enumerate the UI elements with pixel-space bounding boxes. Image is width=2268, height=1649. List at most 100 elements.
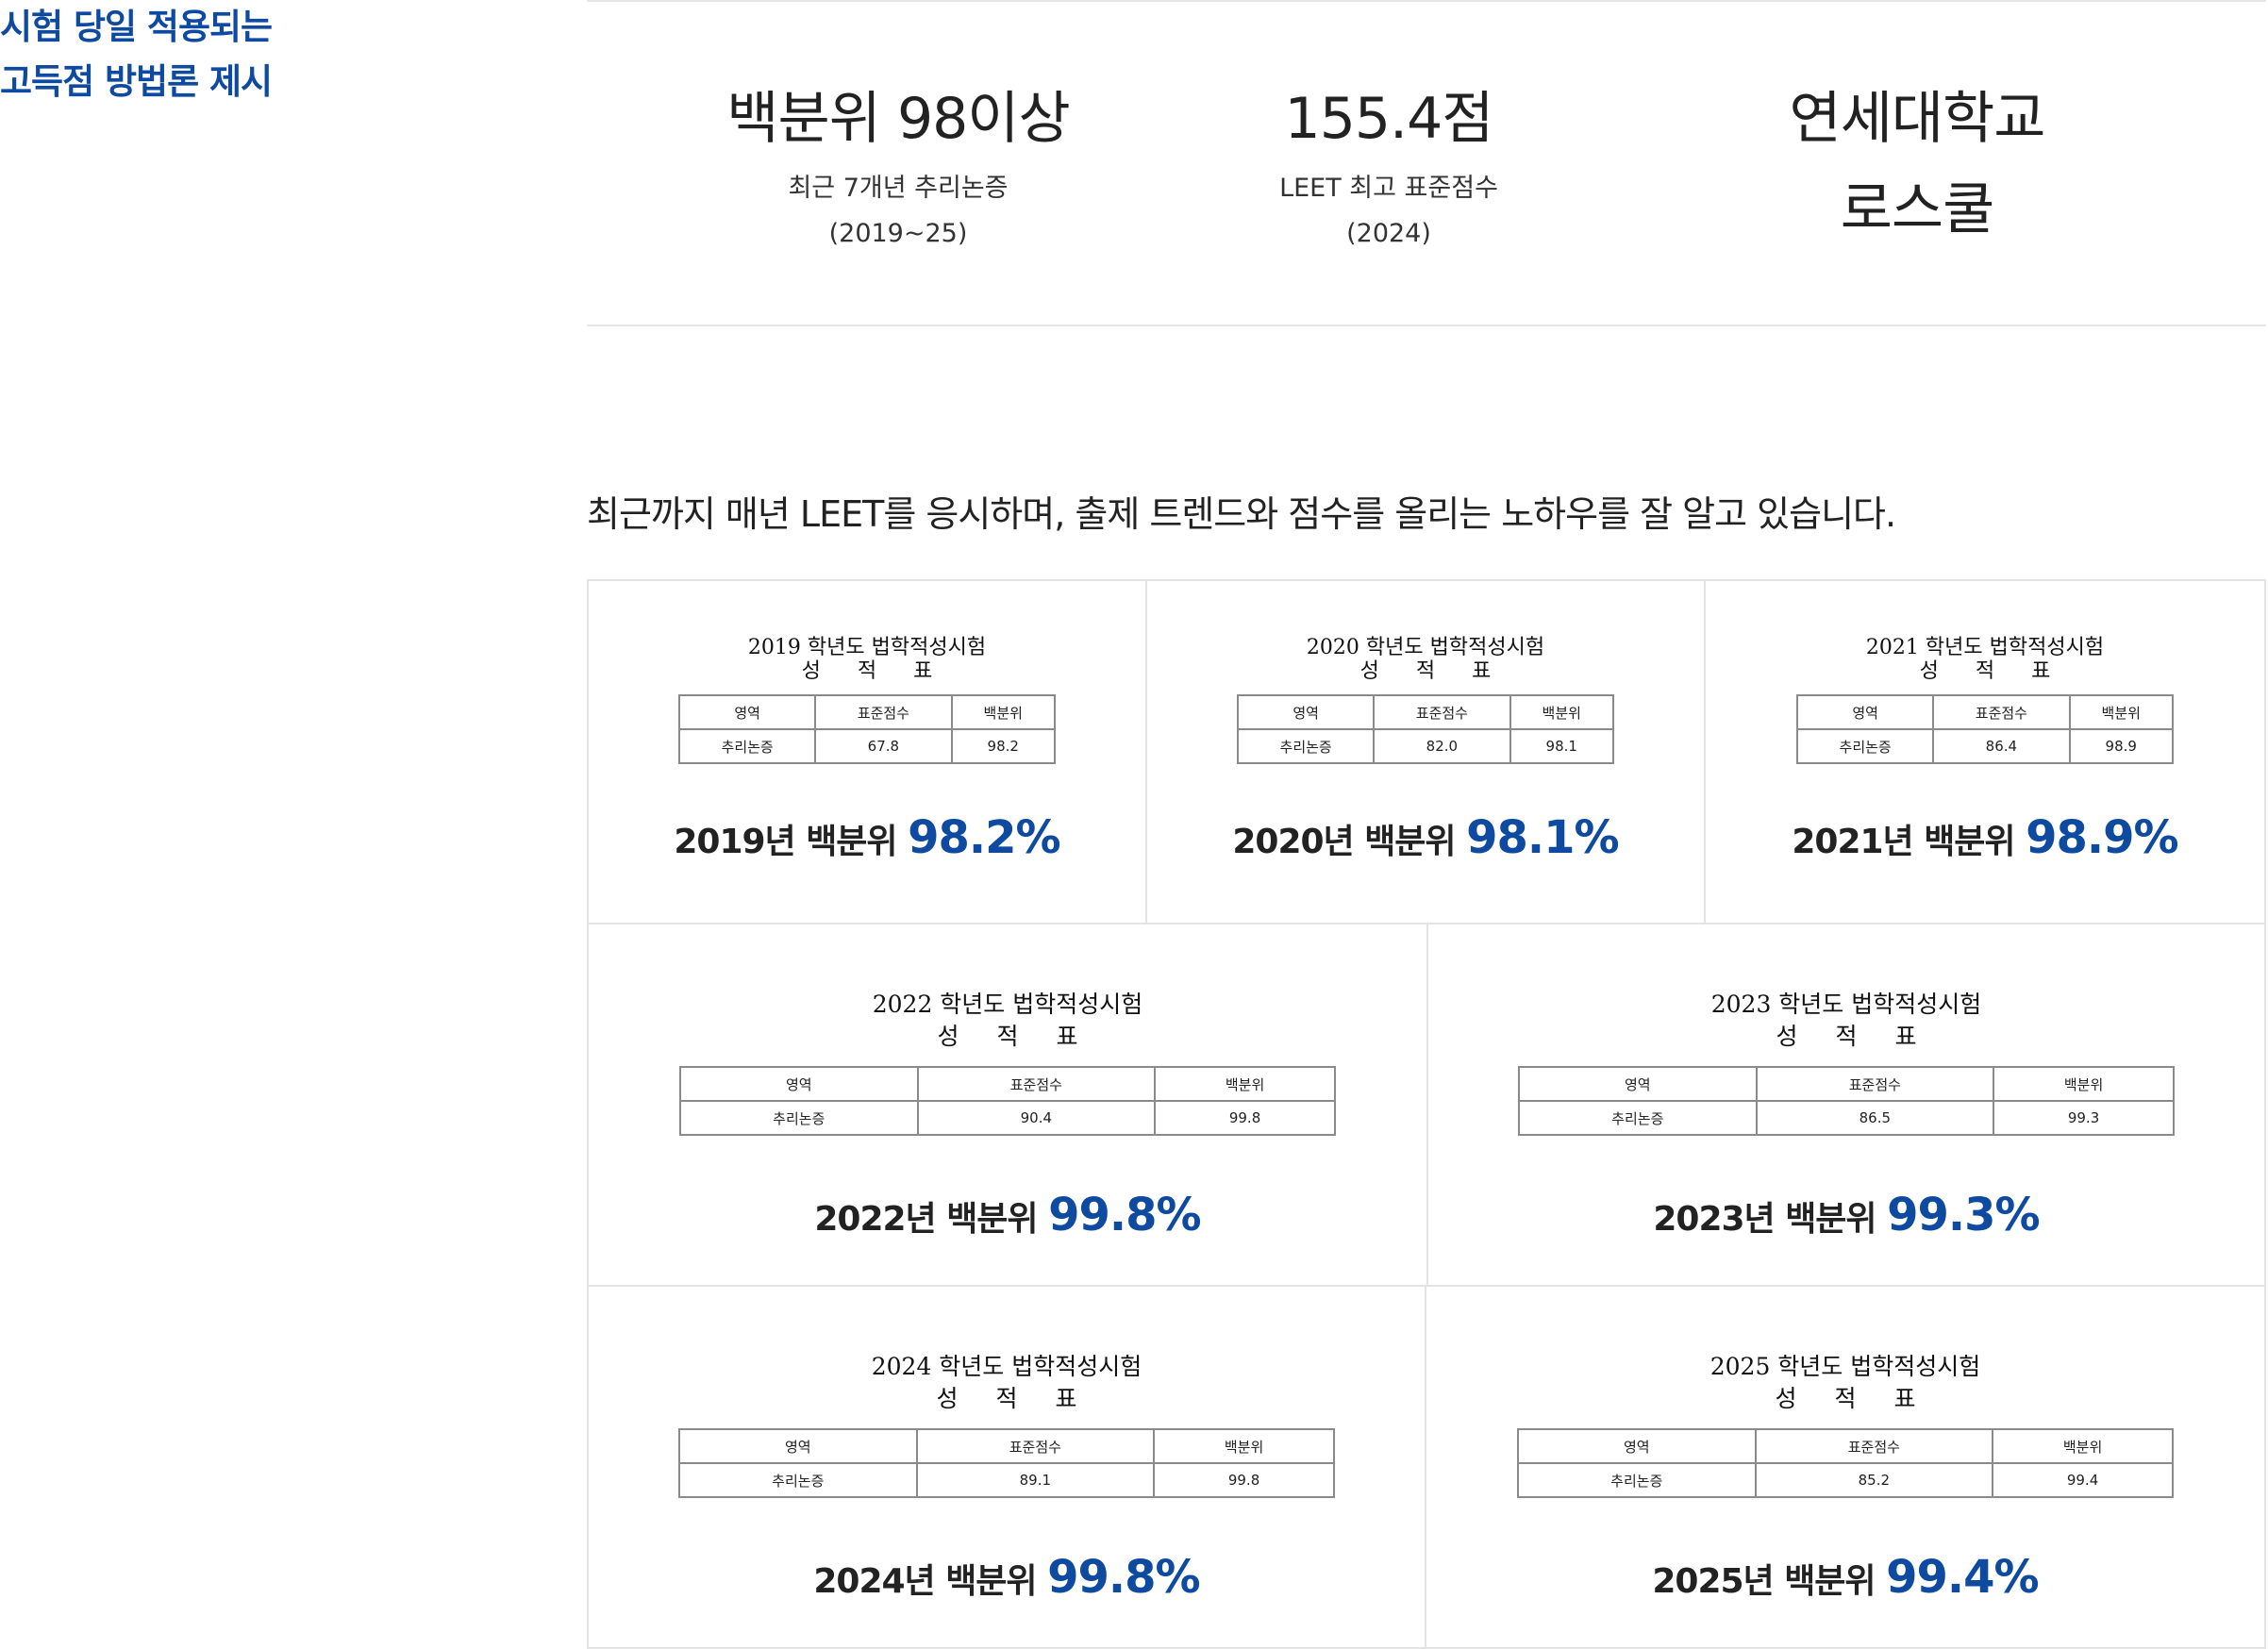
side-title-line2: 고득점 방법론 제시 xyxy=(0,61,273,102)
stat-percentile-desc: 최근 7개년 추리논증 xyxy=(788,174,1009,203)
result-percentile: 99.4% xyxy=(1886,1551,2040,1604)
card-title: 2022 학년도 법학적성시험 xyxy=(872,991,1143,1018)
table-row: 추리논증 86.4 98.9 xyxy=(1795,728,2174,764)
card-title: 2020 학년도 법학적성시험 xyxy=(1306,636,1545,659)
table-header-pct: 백분위 xyxy=(1509,694,1614,730)
result-label: 2022년 백분위 xyxy=(814,1200,1038,1239)
card-subtitle: 성 적 표 xyxy=(1919,659,2066,683)
table-cell-pct: 99.8 xyxy=(1154,1100,1336,1136)
card-heading: 2019 학년도 법학적성시험 성 적 표 xyxy=(589,636,1145,683)
side-title-line1: 시험 당일 적용되는 xyxy=(0,7,273,47)
card-heading: 2023 학년도 법학적성시험 성 적 표 xyxy=(1428,989,2264,1053)
table-header-std: 표준점수 xyxy=(1932,694,2071,730)
stat-percentile: 백분위 98이상 최근 7개년 추리논증 (2019~25) xyxy=(568,77,1228,257)
table-row: 추리논증 86.5 99.3 xyxy=(1518,1100,2175,1136)
result-label: 2025년 백분위 xyxy=(1652,1562,1876,1601)
side-title: 시험 당일 적용되는 고득점 방법론 제시 xyxy=(0,0,273,109)
table-cell-area: 추리논증 xyxy=(1518,1100,1758,1136)
score-card: 2019 학년도 법학적성시험 성 적 표 영역 표준점수 백분위 추리논증 67.8 98.… xyxy=(587,579,1147,924)
table-header-pct: 백분위 xyxy=(2068,694,2174,730)
card-subtitle: 성 적 표 xyxy=(1359,659,1507,683)
result-percentile: 99.3% xyxy=(1887,1189,2041,1241)
table-cell-std: 86.4 xyxy=(1932,728,2071,764)
table-header-row: 영역 표준점수 백분위 xyxy=(678,1428,1335,1464)
table-cell-pct: 98.9 xyxy=(2068,728,2174,764)
stat-score-value: 155.4점 xyxy=(1284,86,1494,152)
result-label: 2020년 백분위 xyxy=(1232,823,1456,861)
card-heading: 2020 학년도 법학적성시험 성 적 표 xyxy=(1147,636,1704,683)
table-header-std: 표준점수 xyxy=(1754,1428,1994,1464)
table-header-pct: 백분위 xyxy=(1154,1066,1336,1102)
card-result: 2023년 백분위 99.3% xyxy=(1428,1189,2264,1241)
table-header-area: 영역 xyxy=(1795,694,1935,730)
table-cell-std: 90.4 xyxy=(916,1100,1157,1136)
table-header-std: 표준점수 xyxy=(916,1066,1157,1102)
table-header-std: 표준점수 xyxy=(1373,694,1511,730)
table-cell-std: 85.2 xyxy=(1754,1462,1994,1498)
score-table: 영역 표준점수 백분위 추리논증 67.8 98.2 xyxy=(677,694,1056,764)
table-header-area: 영역 xyxy=(679,1066,919,1102)
table-header-std: 표준점수 xyxy=(915,1428,1156,1464)
result-percentile: 99.8% xyxy=(1047,1551,1201,1604)
table-header-row: 영역 표준점수 백분위 xyxy=(1518,1066,2175,1102)
table-cell-pct: 98.1 xyxy=(1509,728,1614,764)
table-header-area: 영역 xyxy=(678,1428,918,1464)
table-cell-area: 추리논증 xyxy=(1795,728,1935,764)
card-result: 2019년 백분위 98.2% xyxy=(589,811,1145,864)
score-card: 2021 학년도 법학적성시험 성 적 표 영역 표준점수 백분위 추리논증 86.4 98.… xyxy=(1704,579,2266,924)
table-row: 추리논증 90.4 99.8 xyxy=(679,1100,1336,1136)
table-header-area: 영역 xyxy=(1517,1428,1757,1464)
card-title: 2024 학년도 법학적성시험 xyxy=(871,1353,1142,1380)
table-header-pct: 백분위 xyxy=(950,694,1056,730)
stat-percentile-years: (2019~25) xyxy=(828,219,968,248)
card-result: 2024년 백분위 99.8% xyxy=(589,1551,1425,1604)
stat-school: 연세대학교 로스쿨 xyxy=(1653,77,2181,251)
table-header-row: 영역 표준점수 백분위 xyxy=(677,694,1056,730)
card-heading: 2025 학년도 법학적성시험 성 적 표 xyxy=(1426,1351,2264,1415)
table-header-std: 표준점수 xyxy=(814,694,953,730)
table-header-area: 영역 xyxy=(1236,694,1376,730)
table-cell-area: 추리논증 xyxy=(1517,1462,1757,1498)
score-table: 영역 표준점수 백분위 추리논증 85.2 99.4 xyxy=(1517,1428,2174,1498)
stats-section: 백분위 98이상 최근 7개년 추리논증 (2019~25) 155.4점 LE… xyxy=(587,0,2266,326)
table-header-std: 표준점수 xyxy=(1755,1066,1995,1102)
score-table: 영역 표준점수 백분위 추리논증 90.4 99.8 xyxy=(679,1066,1336,1136)
card-subtitle: 성 적 표 xyxy=(936,1385,1092,1412)
result-percentile: 99.8% xyxy=(1048,1189,1202,1241)
table-cell-std: 82.0 xyxy=(1373,728,1511,764)
result-percentile: 98.1% xyxy=(1466,811,1620,864)
score-cards-grid: 2019 학년도 법학적성시험 성 적 표 영역 표준점수 백분위 추리논증 67.8 98.… xyxy=(587,579,2266,1649)
stat-score: 155.4점 LEET 최고 표준점수 (2024) xyxy=(1106,77,1672,257)
table-cell-area: 추리논증 xyxy=(677,728,817,764)
result-label: 2019년 백분위 xyxy=(674,823,897,861)
table-row: 추리논증 89.1 99.8 xyxy=(678,1462,1335,1498)
table-cell-pct: 99.4 xyxy=(1992,1462,2174,1498)
card-result: 2025년 백분위 99.4% xyxy=(1426,1551,2264,1604)
table-header-area: 영역 xyxy=(1518,1066,1758,1102)
table-cell-area: 추리논증 xyxy=(1236,728,1376,764)
score-table: 영역 표준점수 백분위 추리논증 86.5 99.3 xyxy=(1518,1066,2175,1136)
card-subtitle: 성 적 표 xyxy=(937,1023,1093,1050)
card-subtitle: 성 적 표 xyxy=(1775,1385,1931,1412)
table-header-row: 영역 표준점수 백분위 xyxy=(1795,694,2174,730)
result-label: 2021년 백분위 xyxy=(1792,823,2015,861)
score-table: 영역 표준점수 백분위 추리논증 86.4 98.9 xyxy=(1795,694,2174,764)
card-title: 2023 학년도 법학적성시험 xyxy=(1710,991,1982,1018)
stat-score-desc: LEET 최고 표준점수 xyxy=(1279,174,1498,203)
table-cell-pct: 98.2 xyxy=(950,728,1056,764)
result-percentile: 98.9% xyxy=(2026,811,2179,864)
score-card: 2024 학년도 법학적성시험 성 적 표 영역 표준점수 백분위 추리논증 89.1 99.… xyxy=(587,1285,1426,1649)
intro-text: 최근까지 매년 LEET를 응시하며, 출제 트렌드와 점수를 올리는 노하우를… xyxy=(587,493,1896,535)
score-table: 영역 표준점수 백분위 추리논증 89.1 99.8 xyxy=(678,1428,1335,1498)
table-cell-std: 89.1 xyxy=(915,1462,1156,1498)
table-header-pct: 백분위 xyxy=(1153,1428,1335,1464)
table-cell-area: 추리논증 xyxy=(678,1462,918,1498)
card-heading: 2021 학년도 법학적성시험 성 적 표 xyxy=(1706,636,2264,683)
table-row: 추리논증 85.2 99.4 xyxy=(1517,1462,2174,1498)
card-title: 2021 학년도 법학적성시험 xyxy=(1865,636,2105,659)
card-title: 2019 학년도 법학적성시험 xyxy=(747,636,987,659)
